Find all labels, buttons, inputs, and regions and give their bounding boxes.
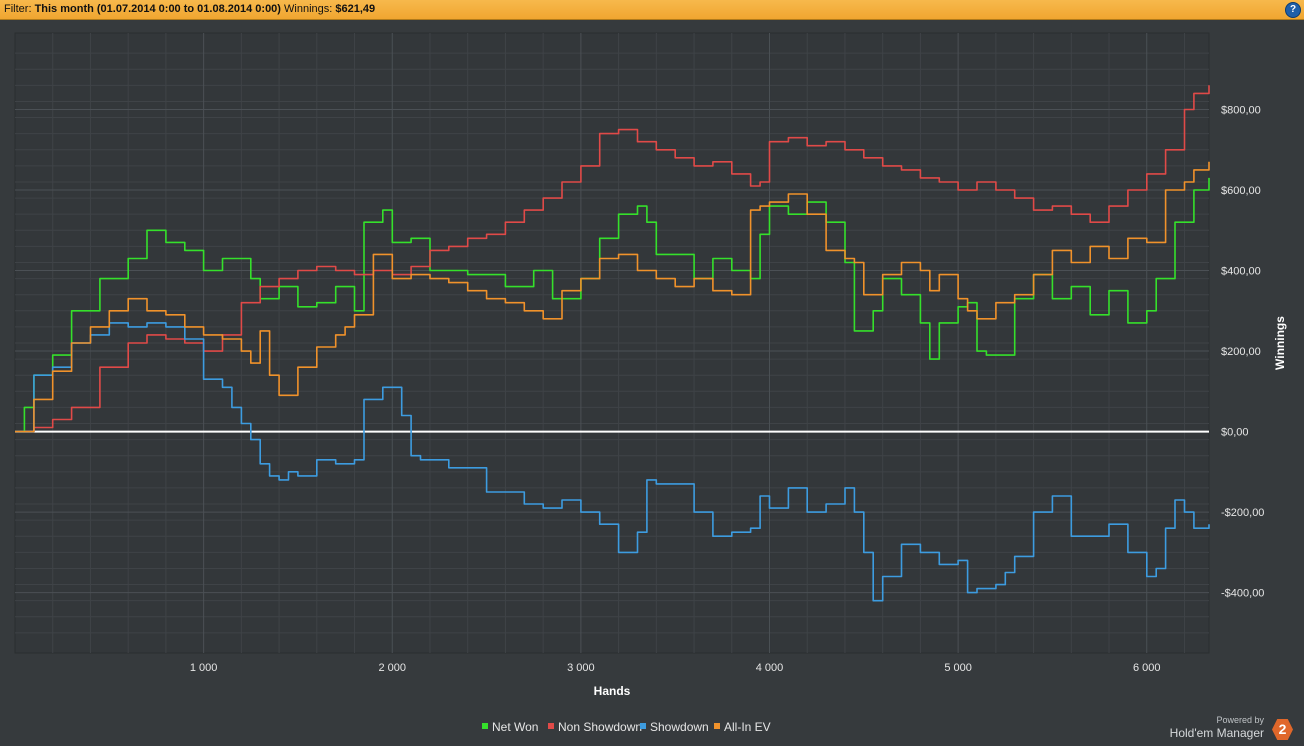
x-tick-label: 3 000 (567, 662, 595, 674)
x-tick-label: 5 000 (944, 662, 972, 674)
y-tick-label: $800,00 (1221, 104, 1261, 116)
series-line-non-showdown (15, 85, 1210, 433)
legend-swatch-net-won (482, 723, 488, 729)
y-axis-title: Winnings (1273, 316, 1287, 370)
legend[interactable]: Net Won Non Showdown Showdown All-In EV (482, 720, 771, 734)
series-line-showdown (15, 322, 1210, 602)
y-tick-label: $200,00 (1221, 346, 1261, 358)
legend-label-net-won: Net Won (492, 720, 538, 734)
y-tick-label: $400,00 (1221, 266, 1261, 278)
x-tick-label: 4 000 (756, 662, 784, 674)
legend-label-showdown: Showdown (650, 720, 709, 734)
brand: Powered by Hold'em Manager (1170, 715, 1264, 740)
legend-swatch-non-showdown (548, 723, 554, 729)
x-tick-label: 2 000 (378, 662, 406, 674)
y-tick-label: -$400,00 (1221, 588, 1264, 600)
filter-value[interactable]: This month (01.07.2014 0:00 to 01.08.201… (34, 3, 281, 15)
winnings-label: Winnings: (284, 3, 333, 15)
brand-name: Hold'em Manager (1169, 726, 1264, 740)
legend-swatch-showdown (640, 723, 646, 729)
legend-label-non-showdown: Non Showdown (558, 720, 642, 734)
y-tick-label: $0,00 (1221, 427, 1249, 439)
y-axis-ticks: -$400,00 -$200,00 $0,00 $200,00 $400,00 $600,… (1221, 104, 1264, 599)
help-icon[interactable]: ? (1285, 2, 1301, 18)
brand-powered-by: Powered by (1216, 715, 1264, 725)
brand-logo-icon: 2 (1272, 719, 1293, 740)
series-line-all-in-ev (15, 161, 1210, 433)
x-axis-ticks: 1 000 2 000 3 000 4 000 5 000 6 000 (190, 662, 1161, 674)
y-tick-label: $600,00 (1221, 185, 1261, 197)
winnings-value: $621,49 (335, 3, 376, 15)
x-tick-label: 6 000 (1133, 662, 1161, 674)
x-tick-label: 1 000 (190, 662, 218, 674)
filter-bar[interactable]: Filter: This month (01.07.2014 0:00 to 0… (0, 0, 1304, 20)
legend-swatch-all-in-ev (714, 723, 720, 729)
winnings-chart: 1 000 2 000 3 000 4 000 5 000 6 000 -$400,00-… (14, 32, 1287, 734)
y-tick-label: -$200,00 (1221, 507, 1264, 519)
minor-grid (15, 33, 1209, 653)
legend-label-all-in-ev: All-In EV (724, 720, 771, 734)
filter-label: Filter: (4, 3, 32, 15)
series-lines (15, 85, 1210, 602)
x-axis-title: Hands (594, 684, 631, 698)
